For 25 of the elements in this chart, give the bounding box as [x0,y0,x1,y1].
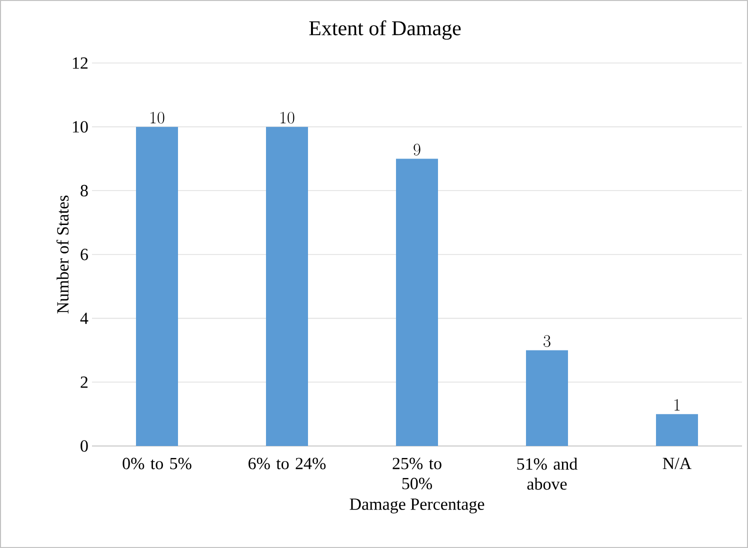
bar [396,158,438,446]
bar [136,126,178,446]
y-tick-label: 2 [80,376,88,388]
x-axis-title: Damage Percentage [350,498,484,514]
y-tick-label: 10 [72,121,88,133]
bar [526,350,568,446]
x-tick-label: 51% and above [517,458,578,490]
y-tick-label: 4 [80,312,88,324]
x-tick-label: 25% to 50% [392,458,442,490]
x-tick-label: N/A [662,458,692,470]
bar [266,126,308,446]
data-label: 10 [280,112,294,124]
y-axis-title: Number of States [56,196,69,314]
x-tick-label: 6% to 24% [248,458,326,470]
y-tick-label: 12 [72,57,88,69]
bar [656,414,698,446]
y-tick-label: 0 [80,440,88,452]
data-label: 10 [150,112,164,124]
y-tick-label: 8 [80,184,88,196]
data-label: 3 [544,335,550,347]
data-label: 9 [414,144,420,156]
data-label: 1 [674,399,680,411]
x-tick-label: 0% to 5% [122,458,192,470]
chart-title: Extent of Damage [309,20,461,40]
y-tick-label: 6 [80,248,88,260]
